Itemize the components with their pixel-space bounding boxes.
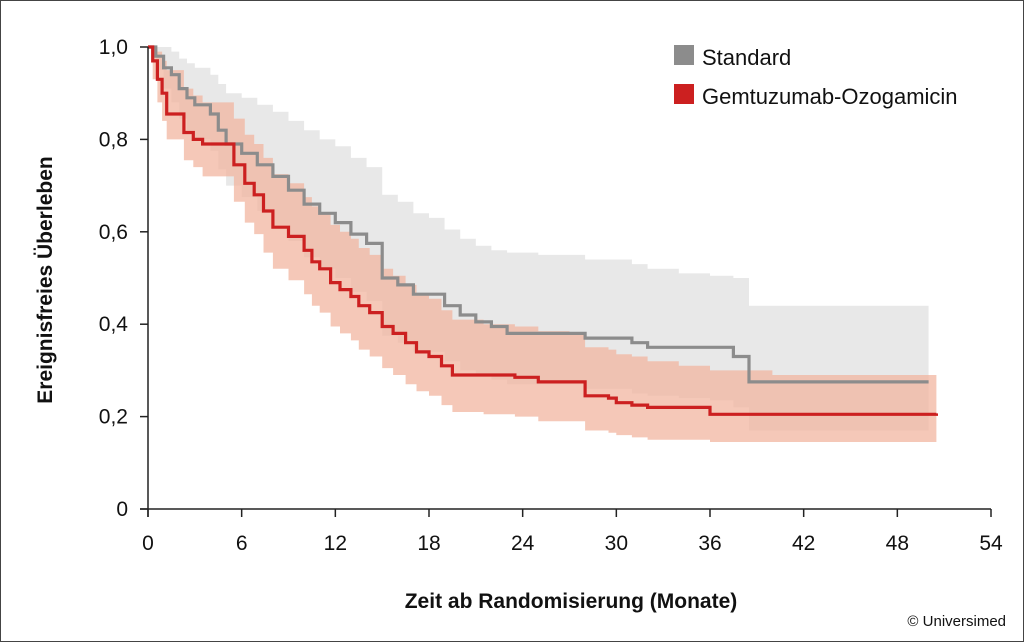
x-tick-label: 0 [142, 532, 154, 555]
x-tick-label: 48 [886, 532, 909, 555]
x-tick-label: 24 [511, 532, 535, 555]
axes [140, 47, 991, 517]
x-tick-label: 12 [324, 532, 347, 555]
legend-swatch-standard [674, 45, 694, 65]
x-ticks: 0 6 12 18 24 30 36 42 48 54 [142, 509, 1003, 555]
copyright-credit: © Universimed [907, 613, 1006, 630]
y-ticks: 0 0,2 0,4 0,6 0,8 1,0 [99, 36, 148, 521]
y-tick-label: 0,4 [99, 313, 129, 336]
ci-band-standard [148, 47, 929, 433]
y-tick-label: 0,8 [99, 128, 128, 151]
legend-label-standard: Standard [702, 45, 791, 70]
survival-curves [148, 45, 938, 416]
x-tick-label: 36 [698, 532, 721, 555]
legend-label-gemtuzumab: Gemtuzumab-Ozogamicin [702, 84, 958, 109]
survival-line-standard [148, 45, 929, 384]
y-tick-label: 0,2 [99, 406, 128, 429]
y-tick-label: 0,6 [99, 221, 128, 244]
x-tick-label: 54 [979, 532, 1003, 555]
y-tick-label: 0 [116, 498, 128, 521]
legend: Standard Gemtuzumab-Ozogamicin [674, 45, 958, 109]
legend-swatch-gemtuzumab [674, 84, 694, 104]
x-tick-label: 18 [417, 532, 440, 555]
y-tick-label: 1,0 [99, 36, 128, 59]
x-tick-label: 6 [236, 532, 248, 555]
x-axis-title: Zeit ab Randomisierung (Monate) [405, 590, 738, 613]
x-tick-label: 42 [792, 532, 815, 555]
x-tick-label: 30 [605, 532, 628, 555]
survival-line-gemtuzumab-ozogamicin [148, 45, 938, 416]
y-axis-title: Ereignisfreies Überleben [34, 156, 57, 403]
